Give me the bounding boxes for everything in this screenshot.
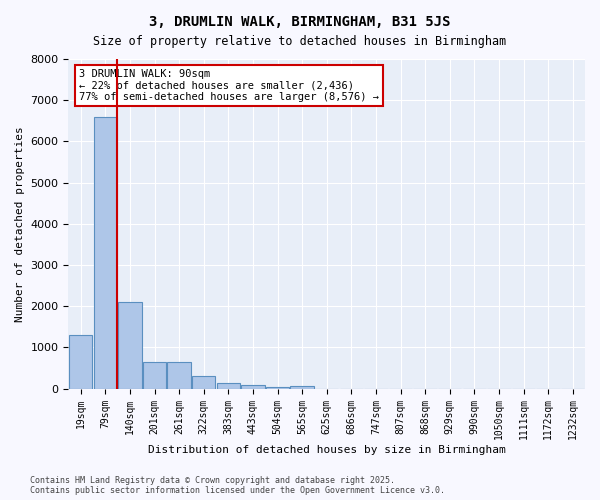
Bar (266, 387, 289, 388)
Bar (143, 362, 166, 388)
Bar (217, 383, 240, 388)
Bar (94, 116, 117, 388)
Bar (118, 302, 142, 388)
Bar (192, 376, 215, 388)
X-axis label: Distribution of detached houses by size in Birmingham: Distribution of detached houses by size … (148, 445, 506, 455)
Bar (290, 386, 314, 388)
Text: 3, DRUMLIN WALK, BIRMINGHAM, B31 5JS: 3, DRUMLIN WALK, BIRMINGHAM, B31 5JS (149, 15, 451, 29)
Text: Size of property relative to detached houses in Birmingham: Size of property relative to detached ho… (94, 35, 506, 48)
Bar (69, 335, 92, 388)
Text: 3 DRUMLIN WALK: 90sqm
← 22% of detached houses are smaller (2,436)
77% of semi-d: 3 DRUMLIN WALK: 90sqm ← 22% of detached … (79, 69, 379, 102)
Bar (167, 362, 191, 388)
Text: Contains HM Land Registry data © Crown copyright and database right 2025.
Contai: Contains HM Land Registry data © Crown c… (30, 476, 445, 495)
Bar (241, 385, 265, 388)
Y-axis label: Number of detached properties: Number of detached properties (15, 126, 25, 322)
